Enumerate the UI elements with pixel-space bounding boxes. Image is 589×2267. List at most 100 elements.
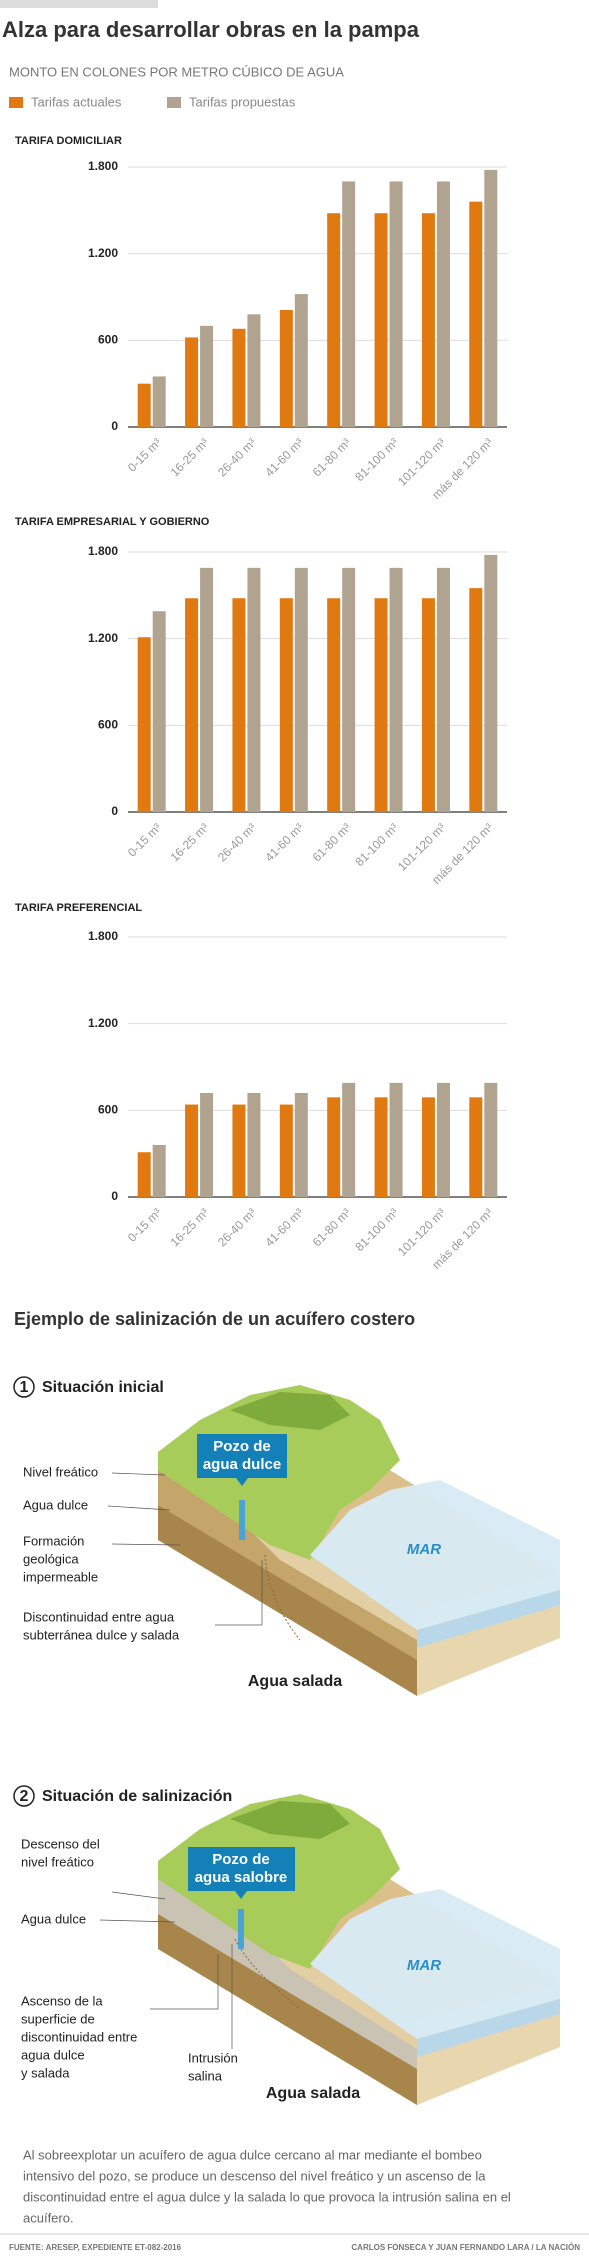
- well-label: agua salobre: [195, 1869, 288, 1886]
- credit: CARLOS FONSECA Y JUAN FERNANDO LARA / LA…: [351, 2243, 580, 2252]
- caption: discontinuidad entre el agua dulce y la …: [23, 2189, 511, 2204]
- bar: [484, 169, 498, 427]
- legend-label: Tarifas propuestas: [189, 94, 296, 109]
- salt-label: Agua salada: [248, 1673, 342, 1690]
- caption: intensivo del pozo, se produce un descen…: [23, 2168, 486, 2183]
- x-tick-label: 41-60 m³: [262, 435, 306, 479]
- well-label: Pozo de: [212, 1851, 270, 1868]
- bar: [342, 567, 356, 812]
- aquifer-block: [107, 1385, 560, 1696]
- bar: [327, 598, 341, 812]
- caption: Al sobreexplotar un acuífero de agua dul…: [23, 2147, 482, 2162]
- bar: [137, 1152, 151, 1197]
- bar: [484, 1082, 498, 1197]
- title: Alza para desarrollar obras en la pampa: [2, 17, 420, 42]
- y-tick-label: 0: [111, 419, 118, 433]
- y-tick-label: 600: [98, 333, 118, 347]
- bar: [389, 1082, 403, 1197]
- diagram-label: Agua dulce: [23, 1497, 88, 1512]
- x-tick-label: 81-100 m³: [352, 435, 401, 484]
- diagram-label: agua dulce: [21, 2047, 85, 2062]
- y-tick-label: 1.800: [88, 159, 118, 173]
- y-tick-label: 1.800: [88, 929, 118, 943]
- bar: [374, 1097, 388, 1197]
- diagram-label: Ascenso de la: [21, 1993, 103, 2008]
- legend-swatch: [167, 97, 181, 108]
- bar: [279, 1104, 293, 1197]
- legend-label: Tarifas actuales: [31, 94, 122, 109]
- step-badge: [13, 1785, 35, 1807]
- y-tick-label: 1.200: [88, 1016, 118, 1030]
- x-tick-label: 0-15 m³: [125, 435, 164, 474]
- step-title: Situación inicial: [42, 1379, 164, 1396]
- bar: [152, 376, 166, 427]
- bar: [294, 567, 308, 812]
- step-number: 2: [20, 1788, 29, 1805]
- sea-label: MAR: [407, 1957, 441, 1974]
- bar: [279, 598, 293, 812]
- x-tick-label: 26-40 m³: [215, 435, 259, 479]
- diagram-label: salina: [188, 2068, 223, 2083]
- bar: [152, 611, 166, 812]
- diagram-label: Formación: [23, 1533, 84, 1548]
- bar: [436, 567, 450, 812]
- y-tick-label: 0: [111, 1189, 118, 1203]
- bar: [247, 567, 261, 812]
- diagram-label: subterránea dulce y salada: [23, 1627, 180, 1642]
- bar: [185, 1104, 199, 1197]
- step-title: Situación de salinización: [42, 1788, 232, 1805]
- bar: [185, 598, 199, 812]
- diagram-label: Nivel freático: [23, 1464, 98, 1479]
- chart-title: TARIFA PREFERENCIAL: [15, 902, 142, 914]
- bar: [421, 213, 435, 427]
- bar: [469, 588, 483, 812]
- step-number: 1: [20, 1379, 29, 1396]
- caption: acuífero.: [23, 2210, 74, 2225]
- x-tick-label: 16-25 m³: [168, 435, 212, 479]
- bar: [389, 567, 403, 812]
- subtitle: MONTO EN COLONES POR METRO CÚBICO DE AGU…: [9, 64, 344, 79]
- bar: [389, 181, 403, 427]
- diagram-label: superficie de: [21, 2011, 95, 2026]
- bar: [374, 213, 388, 427]
- diagram-label: geológica: [23, 1551, 79, 1566]
- bar: [484, 554, 498, 812]
- top-bar: [0, 0, 158, 8]
- bar: [200, 567, 214, 812]
- x-tick-label: 61-80 m³: [310, 435, 354, 479]
- x-tick-label: 16-25 m³: [168, 820, 212, 864]
- salt-label: Agua salada: [266, 2085, 360, 2102]
- aquifer-block: [99, 1794, 560, 2105]
- bar: [294, 294, 308, 427]
- bar: [436, 1082, 450, 1197]
- x-tick-label: 41-60 m³: [262, 820, 306, 864]
- diagram-label: Agua dulce: [21, 1911, 86, 1926]
- source: FUENTE: ARESEP, EXPEDIENTE ET-082-2016: [9, 2243, 182, 2252]
- bar: [294, 1093, 308, 1197]
- bar: [200, 1093, 214, 1197]
- well-label: Pozo de: [213, 1438, 271, 1455]
- diagram-label: nivel freático: [21, 1854, 94, 1869]
- bar: [342, 181, 356, 427]
- bar: [469, 201, 483, 427]
- legend-swatch: [9, 97, 23, 108]
- diagram-label: y salada: [21, 2065, 70, 2080]
- bar: [200, 325, 214, 427]
- diagram-label: discontinuidad entre: [21, 2029, 137, 2044]
- bar: [327, 1097, 341, 1197]
- x-tick-label: 16-25 m³: [168, 1205, 212, 1249]
- diagram-title: Ejemplo de salinización de un acuífero c…: [14, 1309, 415, 1329]
- bar: [421, 1097, 435, 1197]
- bar: [247, 1093, 261, 1197]
- y-tick-label: 1.200: [88, 246, 118, 260]
- bar: [232, 598, 246, 812]
- bar: [137, 637, 151, 812]
- bar: [342, 1082, 356, 1197]
- x-tick-label: 61-80 m³: [310, 820, 354, 864]
- y-tick-label: 0: [111, 804, 118, 818]
- bar: [327, 213, 341, 427]
- bar: [469, 1097, 483, 1197]
- bar: [247, 314, 261, 427]
- chart-title: TARIFA EMPRESARIAL Y GOBIERNO: [15, 516, 210, 528]
- bar: [232, 328, 246, 427]
